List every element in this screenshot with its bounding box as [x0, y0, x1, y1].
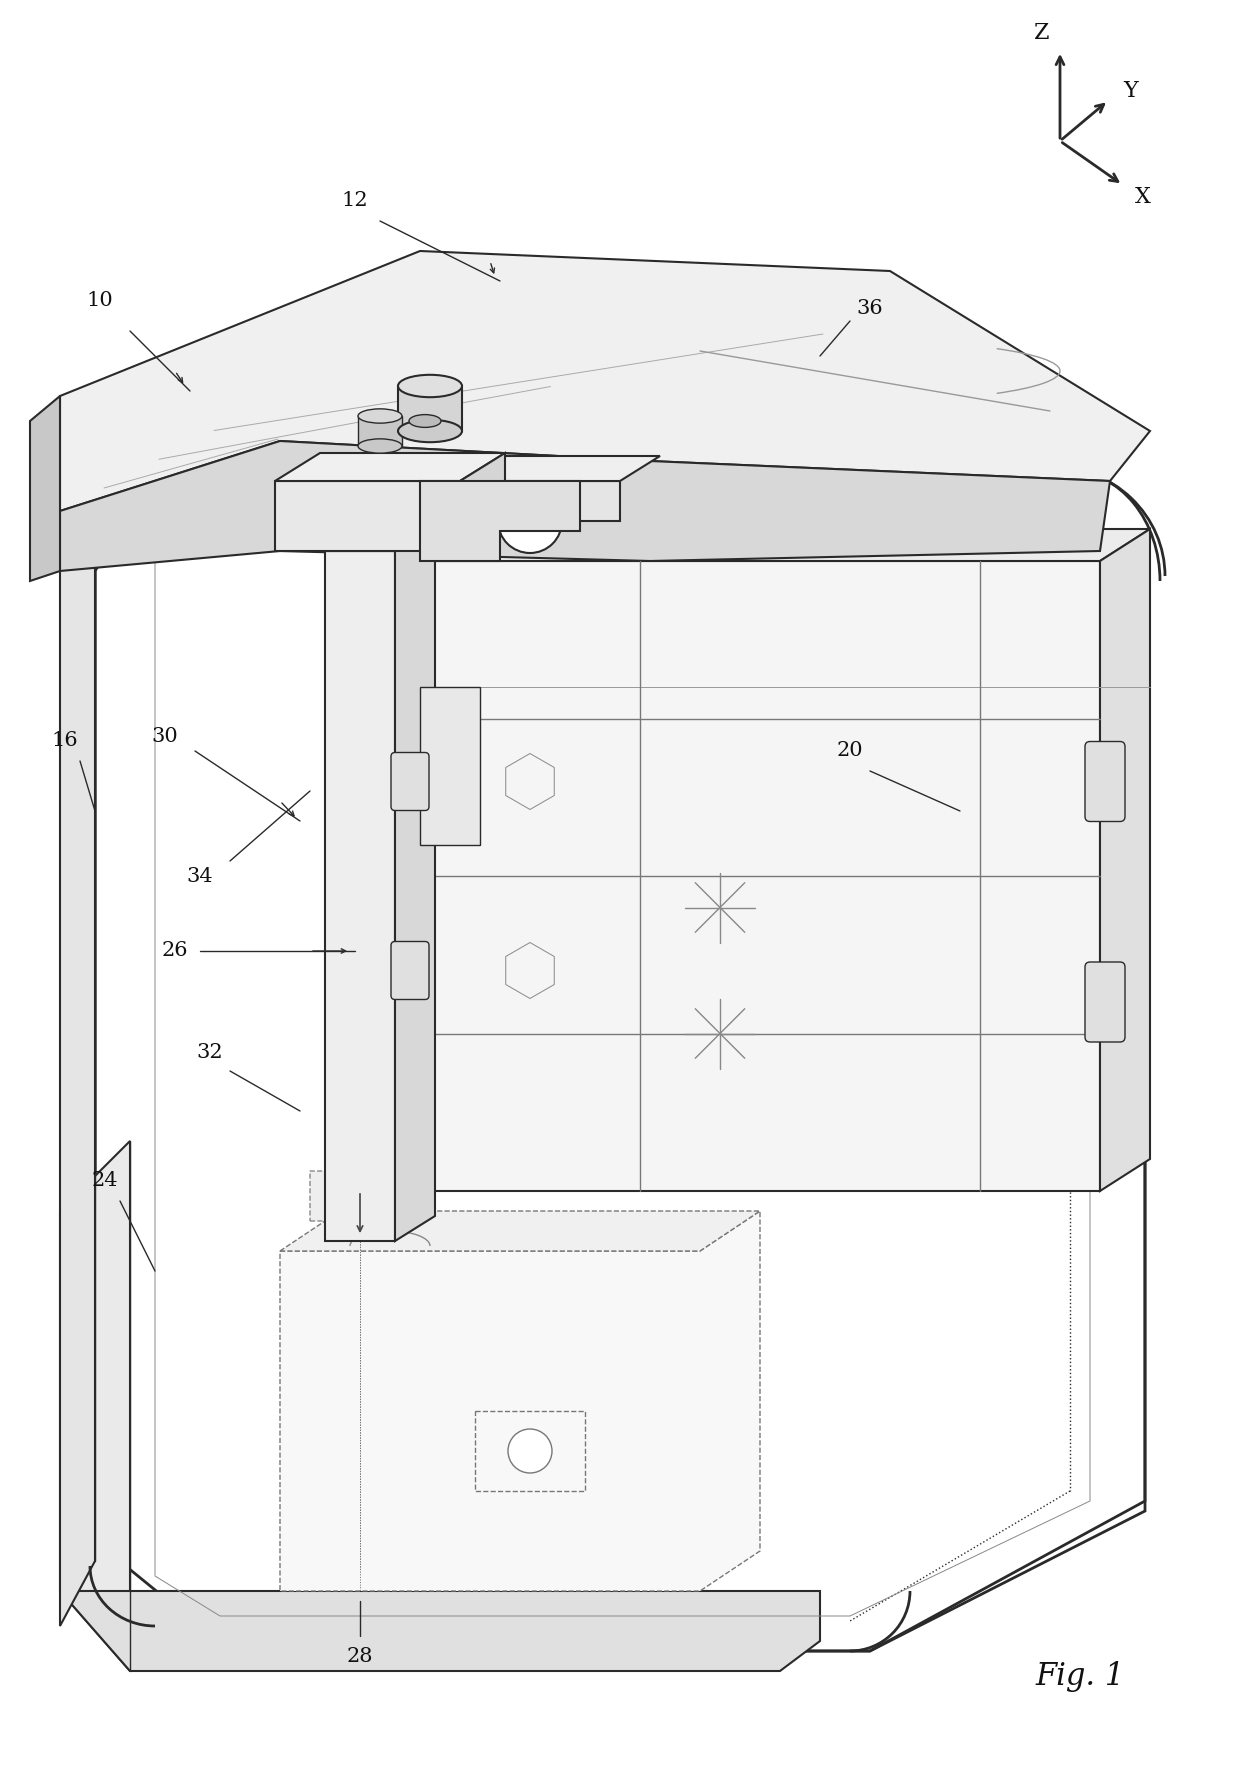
Polygon shape — [398, 387, 463, 432]
Polygon shape — [396, 527, 435, 1241]
Polygon shape — [60, 1590, 820, 1671]
Polygon shape — [358, 416, 402, 446]
Polygon shape — [95, 471, 1145, 1651]
Text: 36: 36 — [857, 299, 883, 317]
Polygon shape — [420, 561, 1100, 1191]
Ellipse shape — [409, 414, 441, 428]
Circle shape — [498, 489, 562, 553]
Ellipse shape — [358, 408, 402, 423]
Text: 12: 12 — [342, 192, 368, 211]
Ellipse shape — [358, 439, 402, 453]
Ellipse shape — [398, 419, 463, 442]
Polygon shape — [460, 453, 505, 552]
Polygon shape — [60, 441, 1110, 571]
Text: 26: 26 — [161, 942, 188, 960]
Text: 28: 28 — [347, 1646, 373, 1666]
Polygon shape — [420, 482, 620, 530]
Polygon shape — [280, 1211, 760, 1250]
FancyBboxPatch shape — [391, 752, 429, 811]
Circle shape — [508, 1429, 552, 1472]
Polygon shape — [275, 482, 460, 552]
Text: Y: Y — [1123, 79, 1137, 102]
Text: 20: 20 — [837, 741, 863, 761]
Polygon shape — [310, 1171, 401, 1221]
Text: X: X — [1135, 186, 1151, 208]
FancyBboxPatch shape — [1085, 741, 1125, 822]
Polygon shape — [420, 528, 1149, 561]
Text: 24: 24 — [92, 1171, 118, 1191]
Polygon shape — [275, 453, 505, 482]
Text: 30: 30 — [151, 727, 179, 745]
Polygon shape — [60, 251, 1149, 510]
Polygon shape — [60, 1141, 130, 1671]
Text: 32: 32 — [197, 1044, 223, 1062]
FancyBboxPatch shape — [391, 942, 429, 999]
Polygon shape — [280, 1211, 760, 1590]
Polygon shape — [420, 688, 480, 845]
Text: 10: 10 — [87, 292, 113, 310]
FancyBboxPatch shape — [1085, 962, 1125, 1042]
Polygon shape — [420, 457, 660, 482]
Polygon shape — [420, 482, 580, 561]
Text: Fig. 1: Fig. 1 — [1035, 1660, 1125, 1691]
Text: 16: 16 — [52, 731, 78, 750]
Polygon shape — [325, 527, 435, 552]
Text: Z: Z — [1034, 21, 1050, 45]
Polygon shape — [30, 396, 60, 580]
Text: 34: 34 — [187, 867, 213, 885]
Polygon shape — [1100, 528, 1149, 1191]
Polygon shape — [60, 510, 95, 1626]
Ellipse shape — [398, 374, 463, 398]
Polygon shape — [325, 552, 396, 1241]
